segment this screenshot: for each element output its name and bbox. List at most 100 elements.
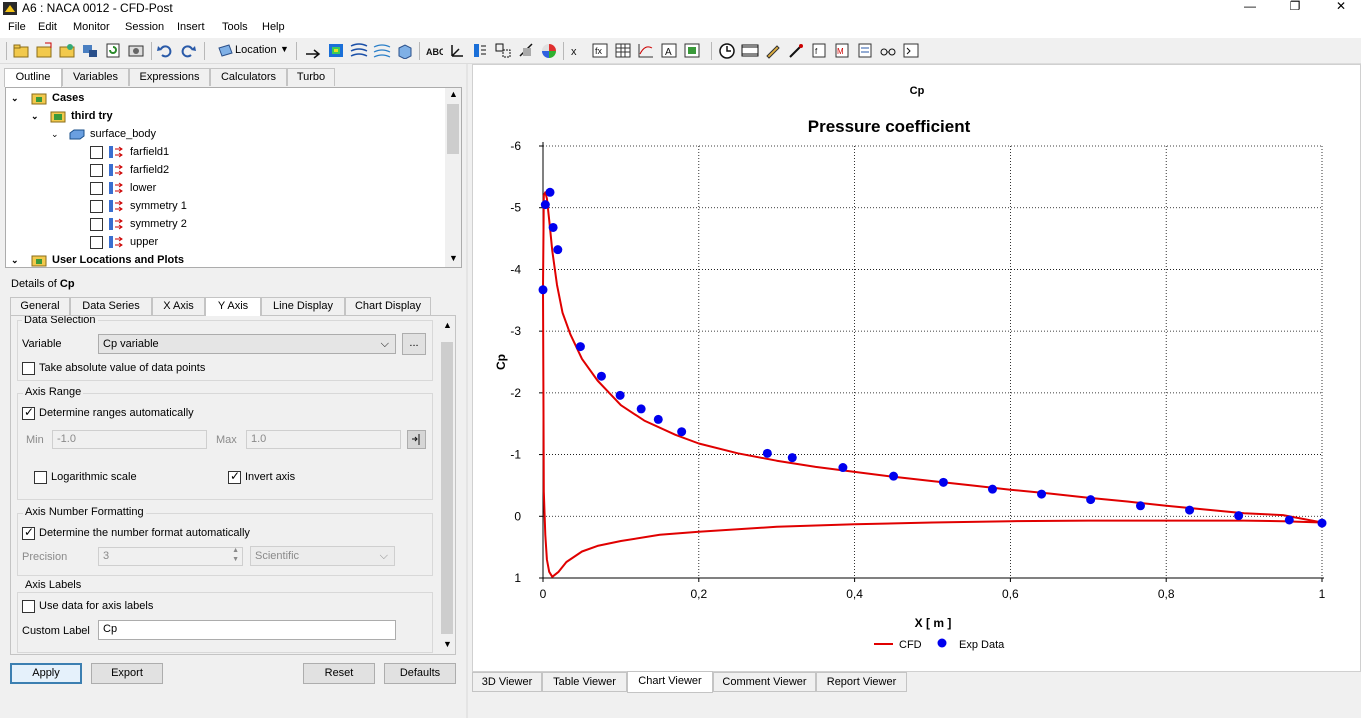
tab-outline[interactable]: Outline	[4, 68, 62, 87]
variable-select[interactable]: Cp variable ⌵	[98, 334, 396, 354]
tab-table-viewer[interactable]: Table Viewer	[542, 672, 627, 692]
tab-expressions[interactable]: Expressions	[129, 68, 210, 86]
location-icon[interactable]	[216, 42, 234, 59]
probe-icon[interactable]	[787, 42, 805, 59]
tab-calculators[interactable]: Calculators	[210, 68, 287, 86]
redo-icon[interactable]	[179, 42, 197, 59]
custom-label-input[interactable]: Cp	[98, 620, 396, 640]
particle-track-icon[interactable]	[373, 42, 391, 59]
minimize-button[interactable]: —	[1244, 0, 1256, 13]
visibility-checkbox[interactable]	[90, 236, 103, 249]
scrollbar-thumb[interactable]	[447, 104, 459, 154]
visibility-checkbox[interactable]	[90, 200, 103, 213]
location-menu-label[interactable]: Location	[235, 44, 277, 56]
scroll-down-icon[interactable]: ▼	[443, 639, 452, 649]
tab-chart-display[interactable]: Chart Display	[345, 297, 431, 315]
format-select[interactable]: Scientific ⌵	[250, 546, 395, 566]
chevron-down-icon[interactable]: ▼	[280, 44, 289, 54]
tree-item-symmetry-2[interactable]: symmetry 2	[90, 215, 290, 233]
tab-line-display[interactable]: Line Display	[261, 297, 345, 315]
clip-plane-icon[interactable]	[517, 42, 535, 59]
tree-item-lower[interactable]: lower	[90, 179, 290, 197]
menu-session[interactable]: Session	[125, 21, 165, 33]
visibility-checkbox[interactable]	[90, 164, 103, 177]
text-icon[interactable]: ABC	[425, 42, 443, 59]
new-file-icon[interactable]	[12, 42, 30, 59]
collapse-caret-icon[interactable]: ⌄	[51, 129, 59, 139]
visibility-checkbox[interactable]	[90, 146, 103, 159]
max-field[interactable]: 1.0	[246, 430, 401, 449]
streamline-icon[interactable]	[350, 42, 368, 59]
tab-turbo[interactable]: Turbo	[287, 68, 335, 86]
macro-calculator-icon[interactable]: M	[833, 42, 851, 59]
chart-icon[interactable]	[637, 42, 655, 59]
menu-file[interactable]: File	[8, 21, 26, 33]
use-data-labels-checkbox[interactable]	[22, 600, 35, 613]
case-comparison-icon[interactable]	[879, 42, 897, 59]
menu-tools[interactable]: Tools	[222, 21, 248, 33]
scroll-down-icon[interactable]: ▼	[449, 253, 458, 263]
menu-monitor[interactable]: Monitor	[73, 21, 110, 33]
coordinate-frame-icon[interactable]	[448, 42, 466, 59]
tree-item-farfield2[interactable]: farfield2	[90, 161, 290, 179]
animation-icon[interactable]	[741, 42, 759, 59]
close-button[interactable]: ✕	[1335, 0, 1347, 13]
tree-scrollbar[interactable]: ▲ ▼	[445, 88, 461, 267]
undo-icon[interactable]	[156, 42, 174, 59]
tab-variables[interactable]: Variables	[62, 68, 129, 86]
refresh-icon[interactable]	[104, 42, 122, 59]
tab-y-axis[interactable]: Y Axis	[205, 297, 261, 316]
range-from-data-button[interactable]	[407, 430, 426, 449]
precision-spinbox[interactable]: 3 ▲ ▼	[98, 547, 243, 566]
command-editor-icon[interactable]	[902, 42, 920, 59]
tree-item-farfield1[interactable]: farfield1	[90, 143, 290, 161]
timestep-icon[interactable]	[718, 42, 736, 59]
function-calculator-icon[interactable]: f	[810, 42, 828, 59]
open-file-icon[interactable]	[35, 42, 53, 59]
visibility-checkbox[interactable]	[90, 218, 103, 231]
maximize-button[interactable]: ❐	[1289, 0, 1301, 13]
table-icon[interactable]	[614, 42, 632, 59]
panel-splitter[interactable]	[466, 64, 468, 718]
tab-report-viewer[interactable]: Report Viewer	[816, 672, 907, 692]
save-picture-icon[interactable]	[127, 42, 145, 59]
collapse-caret-icon[interactable]: ⌄	[31, 111, 39, 121]
scrollbar-thumb[interactable]	[441, 342, 453, 634]
log-scale-checkbox[interactable]	[34, 471, 47, 484]
apply-button[interactable]: Apply	[10, 663, 82, 684]
scroll-up-icon[interactable]: ▲	[443, 320, 452, 330]
collapse-caret-icon[interactable]: ⌄	[11, 255, 19, 265]
volume-rendering-icon[interactable]	[396, 42, 414, 59]
open-state-icon[interactable]	[58, 42, 76, 59]
details-scrollbar[interactable]: ▲ ▼	[439, 316, 455, 654]
tree-item-upper[interactable]: upper	[90, 233, 290, 251]
min-field[interactable]: -1.0	[52, 430, 207, 449]
auto-range-checkbox[interactable]	[22, 405, 35, 420]
variable-browse-button[interactable]: ...	[402, 333, 426, 355]
tab-3d-viewer[interactable]: 3D Viewer	[472, 672, 542, 692]
color-map-icon[interactable]	[540, 42, 558, 59]
comment-icon[interactable]: A	[660, 42, 678, 59]
spin-arrows-icon[interactable]: ▲ ▼	[232, 547, 239, 563]
tree-item-symmetry-1[interactable]: symmetry 1	[90, 197, 290, 215]
tab-x-axis[interactable]: X Axis	[152, 297, 205, 315]
expression-icon[interactable]: fx	[591, 42, 609, 59]
tab-general[interactable]: General	[10, 297, 70, 315]
quick-editor-icon[interactable]	[764, 42, 782, 59]
collapse-caret-icon[interactable]: ⌄	[11, 93, 19, 103]
tab-chart-viewer[interactable]: Chart Viewer	[627, 671, 713, 693]
reset-button[interactable]: Reset	[303, 663, 375, 684]
figure-icon[interactable]	[683, 42, 701, 59]
auto-format-checkbox[interactable]	[22, 525, 35, 540]
menu-edit[interactable]: Edit	[38, 21, 57, 33]
instance-transform-icon[interactable]	[494, 42, 512, 59]
invert-axis-checkbox[interactable]	[228, 469, 241, 484]
tab-data-series[interactable]: Data Series	[70, 297, 152, 315]
defaults-button[interactable]: Defaults	[384, 663, 456, 684]
visibility-checkbox[interactable]	[90, 182, 103, 195]
export-button[interactable]: Export	[91, 663, 163, 684]
variable-icon[interactable]: x	[568, 42, 586, 59]
menu-insert[interactable]: Insert	[177, 21, 205, 33]
tab-comment-viewer[interactable]: Comment Viewer	[713, 672, 816, 692]
scroll-up-icon[interactable]: ▲	[449, 89, 458, 99]
